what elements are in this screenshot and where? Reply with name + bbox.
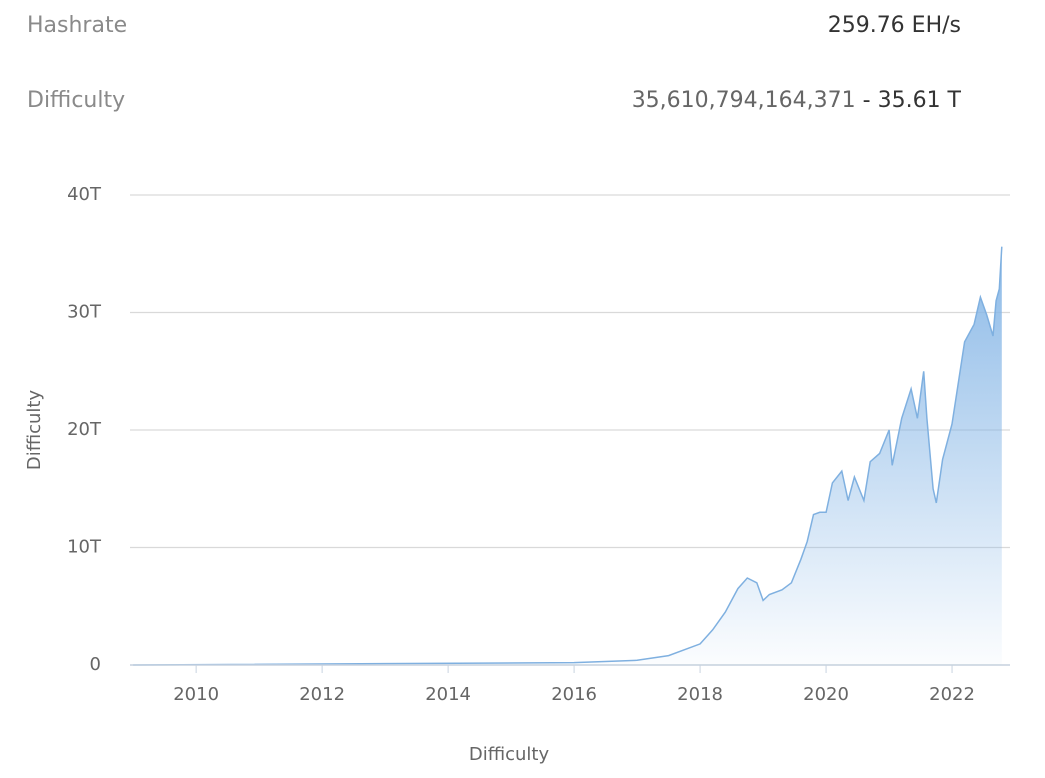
x-tick-label: 2016 [551, 684, 597, 705]
difficulty-value: 35,610,794,164,371 - 35.61 T [632, 88, 961, 113]
x-tick-label: 2022 [929, 684, 975, 705]
difficulty-short: 35.61 T [877, 88, 961, 113]
y-tick-label: 20T [67, 419, 102, 440]
hashrate-label: Hashrate [27, 13, 128, 38]
y-tick-label: 10T [67, 537, 102, 558]
line [133, 246, 1003, 666]
x-tick-label: 2010 [173, 684, 219, 705]
x-axis-title: Difficulty [469, 744, 550, 765]
x-tick-label: 2012 [299, 684, 345, 705]
separator: - [862, 88, 871, 113]
y-axis-title: Difficulty [24, 390, 45, 471]
y-tick-label: 30T [67, 302, 102, 323]
area [133, 246, 1002, 665]
x-tick-label: 2020 [803, 684, 849, 705]
y-tick-label: 40T [67, 184, 102, 205]
y-tick-label: 0 [90, 654, 101, 675]
hashrate-value: 259.76 EH/s [827, 13, 961, 38]
x-tick-label: 2014 [425, 684, 471, 705]
difficulty-raw: 35,610,794,164,371 [631, 88, 856, 113]
difficulty-label: Difficulty [27, 88, 126, 113]
x-tick-label: 2018 [677, 684, 723, 705]
